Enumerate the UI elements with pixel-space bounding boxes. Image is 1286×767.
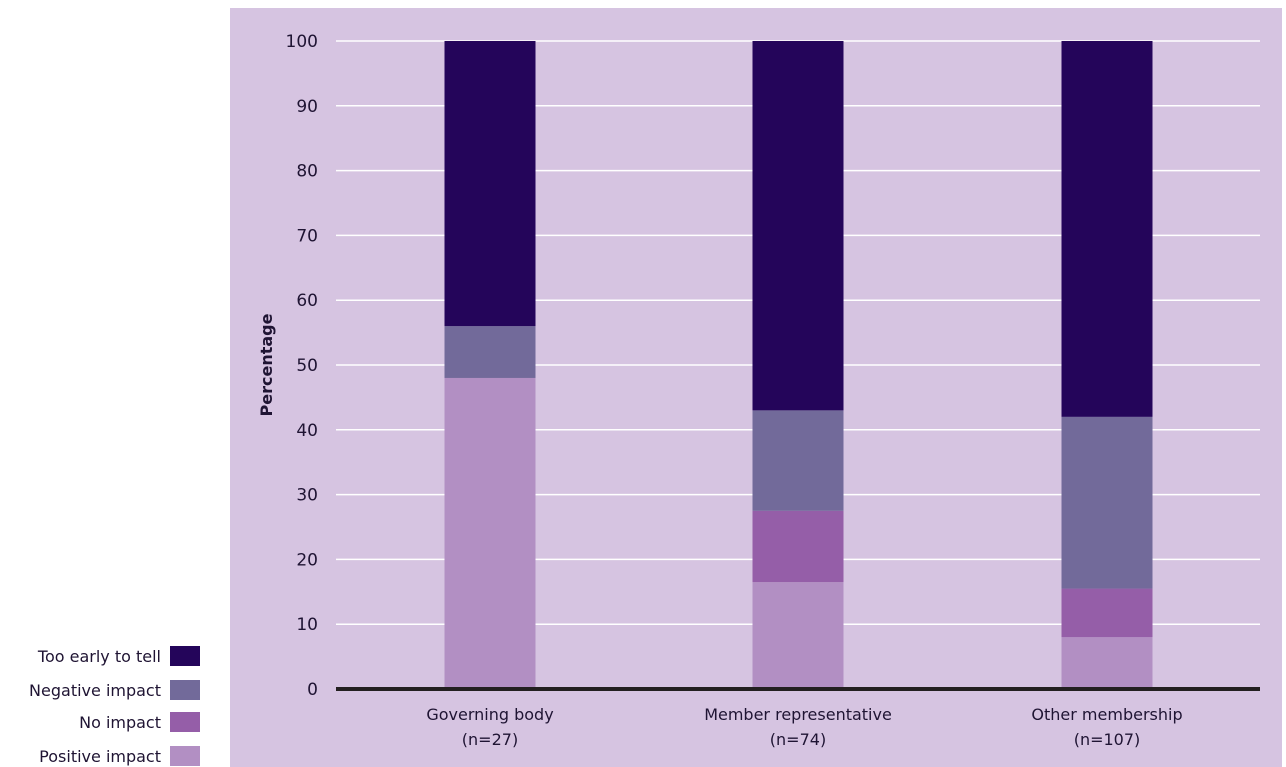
legend-label: Negative impact <box>29 681 161 700</box>
y-tick-label: 30 <box>296 486 318 506</box>
legend-label: Positive impact <box>39 747 161 766</box>
y-tick-label: 10 <box>296 615 318 635</box>
bar-segment-too-early-to-tell <box>752 41 844 411</box>
legend-swatch <box>170 712 200 732</box>
x-category-label: Governing body (n=27) <box>426 705 553 749</box>
bar-segment-too-early-to-tell <box>444 41 536 327</box>
legend-swatch <box>170 646 200 666</box>
legend-label: No impact <box>79 713 161 732</box>
legend-swatch <box>170 680 200 700</box>
bar-segment-positive-impact <box>444 377 536 689</box>
bars <box>444 41 1153 689</box>
bar-segment-no-impact <box>1061 588 1153 638</box>
x-category-label: Member representative (n=74) <box>704 705 892 749</box>
y-tick-label: 70 <box>296 226 318 246</box>
bar-segment-negative-impact <box>752 410 844 511</box>
x-category-label: Other membership (n=107) <box>1031 705 1182 749</box>
y-tick-label: 80 <box>296 162 318 182</box>
legend-swatch <box>170 746 200 766</box>
bar-segment-negative-impact <box>1061 416 1153 589</box>
y-tick-label: 60 <box>296 291 318 311</box>
y-tick-label: 20 <box>296 550 318 570</box>
bar-segment-negative-impact <box>444 326 536 378</box>
legend: Too early to tell Negative impact No impac… <box>29 646 200 766</box>
bar-segment-too-early-to-tell <box>1061 41 1153 417</box>
bar-segment-positive-impact <box>752 582 844 689</box>
legend-label: Too early to tell <box>37 647 161 666</box>
y-tick-label: 40 <box>296 421 318 441</box>
y-tick-label: 50 <box>296 356 318 376</box>
bar-segment-no-impact <box>752 510 844 583</box>
y-tick-label: 0 <box>307 680 318 700</box>
y-axis-ticks: 0 10 20 30 40 50 60 70 80 90 100 <box>286 32 318 700</box>
bar-segment-positive-impact <box>1061 637 1153 689</box>
x-axis-labels: Governing body (n=27) Member representativ… <box>426 705 1182 749</box>
y-tick-label: 100 <box>286 32 318 52</box>
y-tick-label: 90 <box>296 97 318 117</box>
y-axis-label: Percentage <box>257 313 276 416</box>
